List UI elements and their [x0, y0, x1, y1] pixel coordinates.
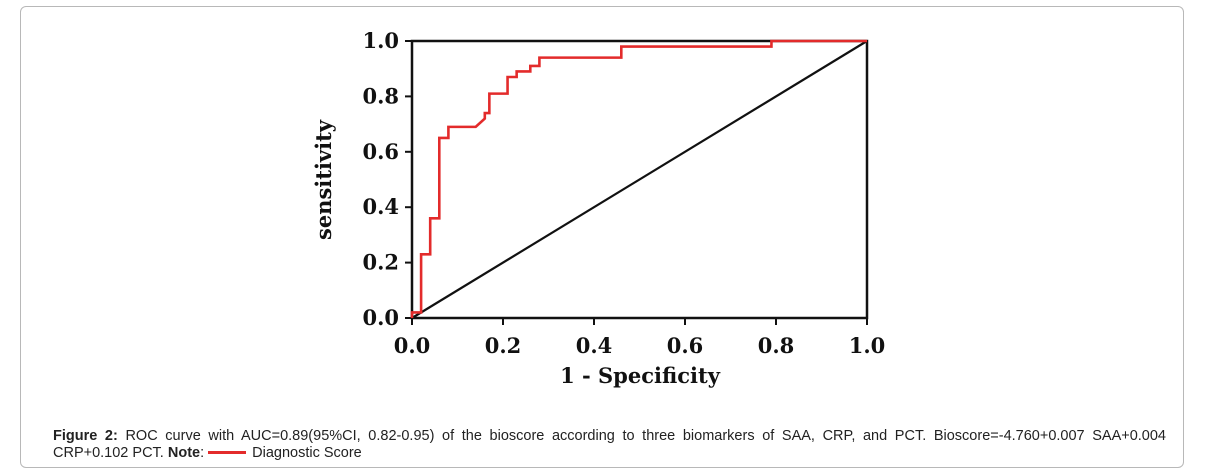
axes [410, 39, 869, 320]
y-axis-label: sensitivity [311, 119, 336, 240]
y-tick-label: 0.8 [362, 83, 399, 108]
series [410, 39, 868, 319]
x-tick-label: 0.2 [485, 333, 522, 358]
y-tick-label: 0.2 [362, 250, 399, 275]
y-tick-label: 0.6 [362, 139, 399, 164]
x-tick-label: 0.6 [667, 333, 704, 358]
figure-caption: Figure 2: ROC curve with AUC=0.89(95%CI,… [53, 428, 1166, 462]
caption-label: Figure 2: [53, 428, 118, 444]
x-tick-label: 0.4 [576, 333, 613, 358]
legend-text: Diagnostic Score [252, 445, 362, 461]
x-axis-label: 1 - Specificity [560, 363, 721, 388]
x-tick-label: 1.0 [849, 333, 886, 358]
legend-swatch [208, 450, 247, 454]
ticks: 0.0 0.2 0.4 0.6 0.8 1.0 0.0 0.2 0.4 0.6 0.8 1.0 [362, 28, 885, 358]
y-tick-label: 1.0 [362, 28, 399, 53]
x-tick-label: 0.0 [394, 333, 431, 358]
caption-note-label: Note [167, 445, 201, 461]
y-tick-label: 0.0 [362, 305, 399, 330]
caption-note-sep: : [200, 445, 205, 461]
roc-curve-line [410, 39, 867, 318]
figure-frame [20, 6, 1184, 468]
y-tick-label: 0.4 [362, 194, 399, 219]
x-tick-label: 0.8 [758, 333, 795, 358]
plot-frame [410, 39, 869, 320]
caption-text: ROC curve with AUC=0.89(95%CI, 0.82-0.95… [53, 428, 1166, 461]
reference-diagonal-line [411, 40, 868, 319]
